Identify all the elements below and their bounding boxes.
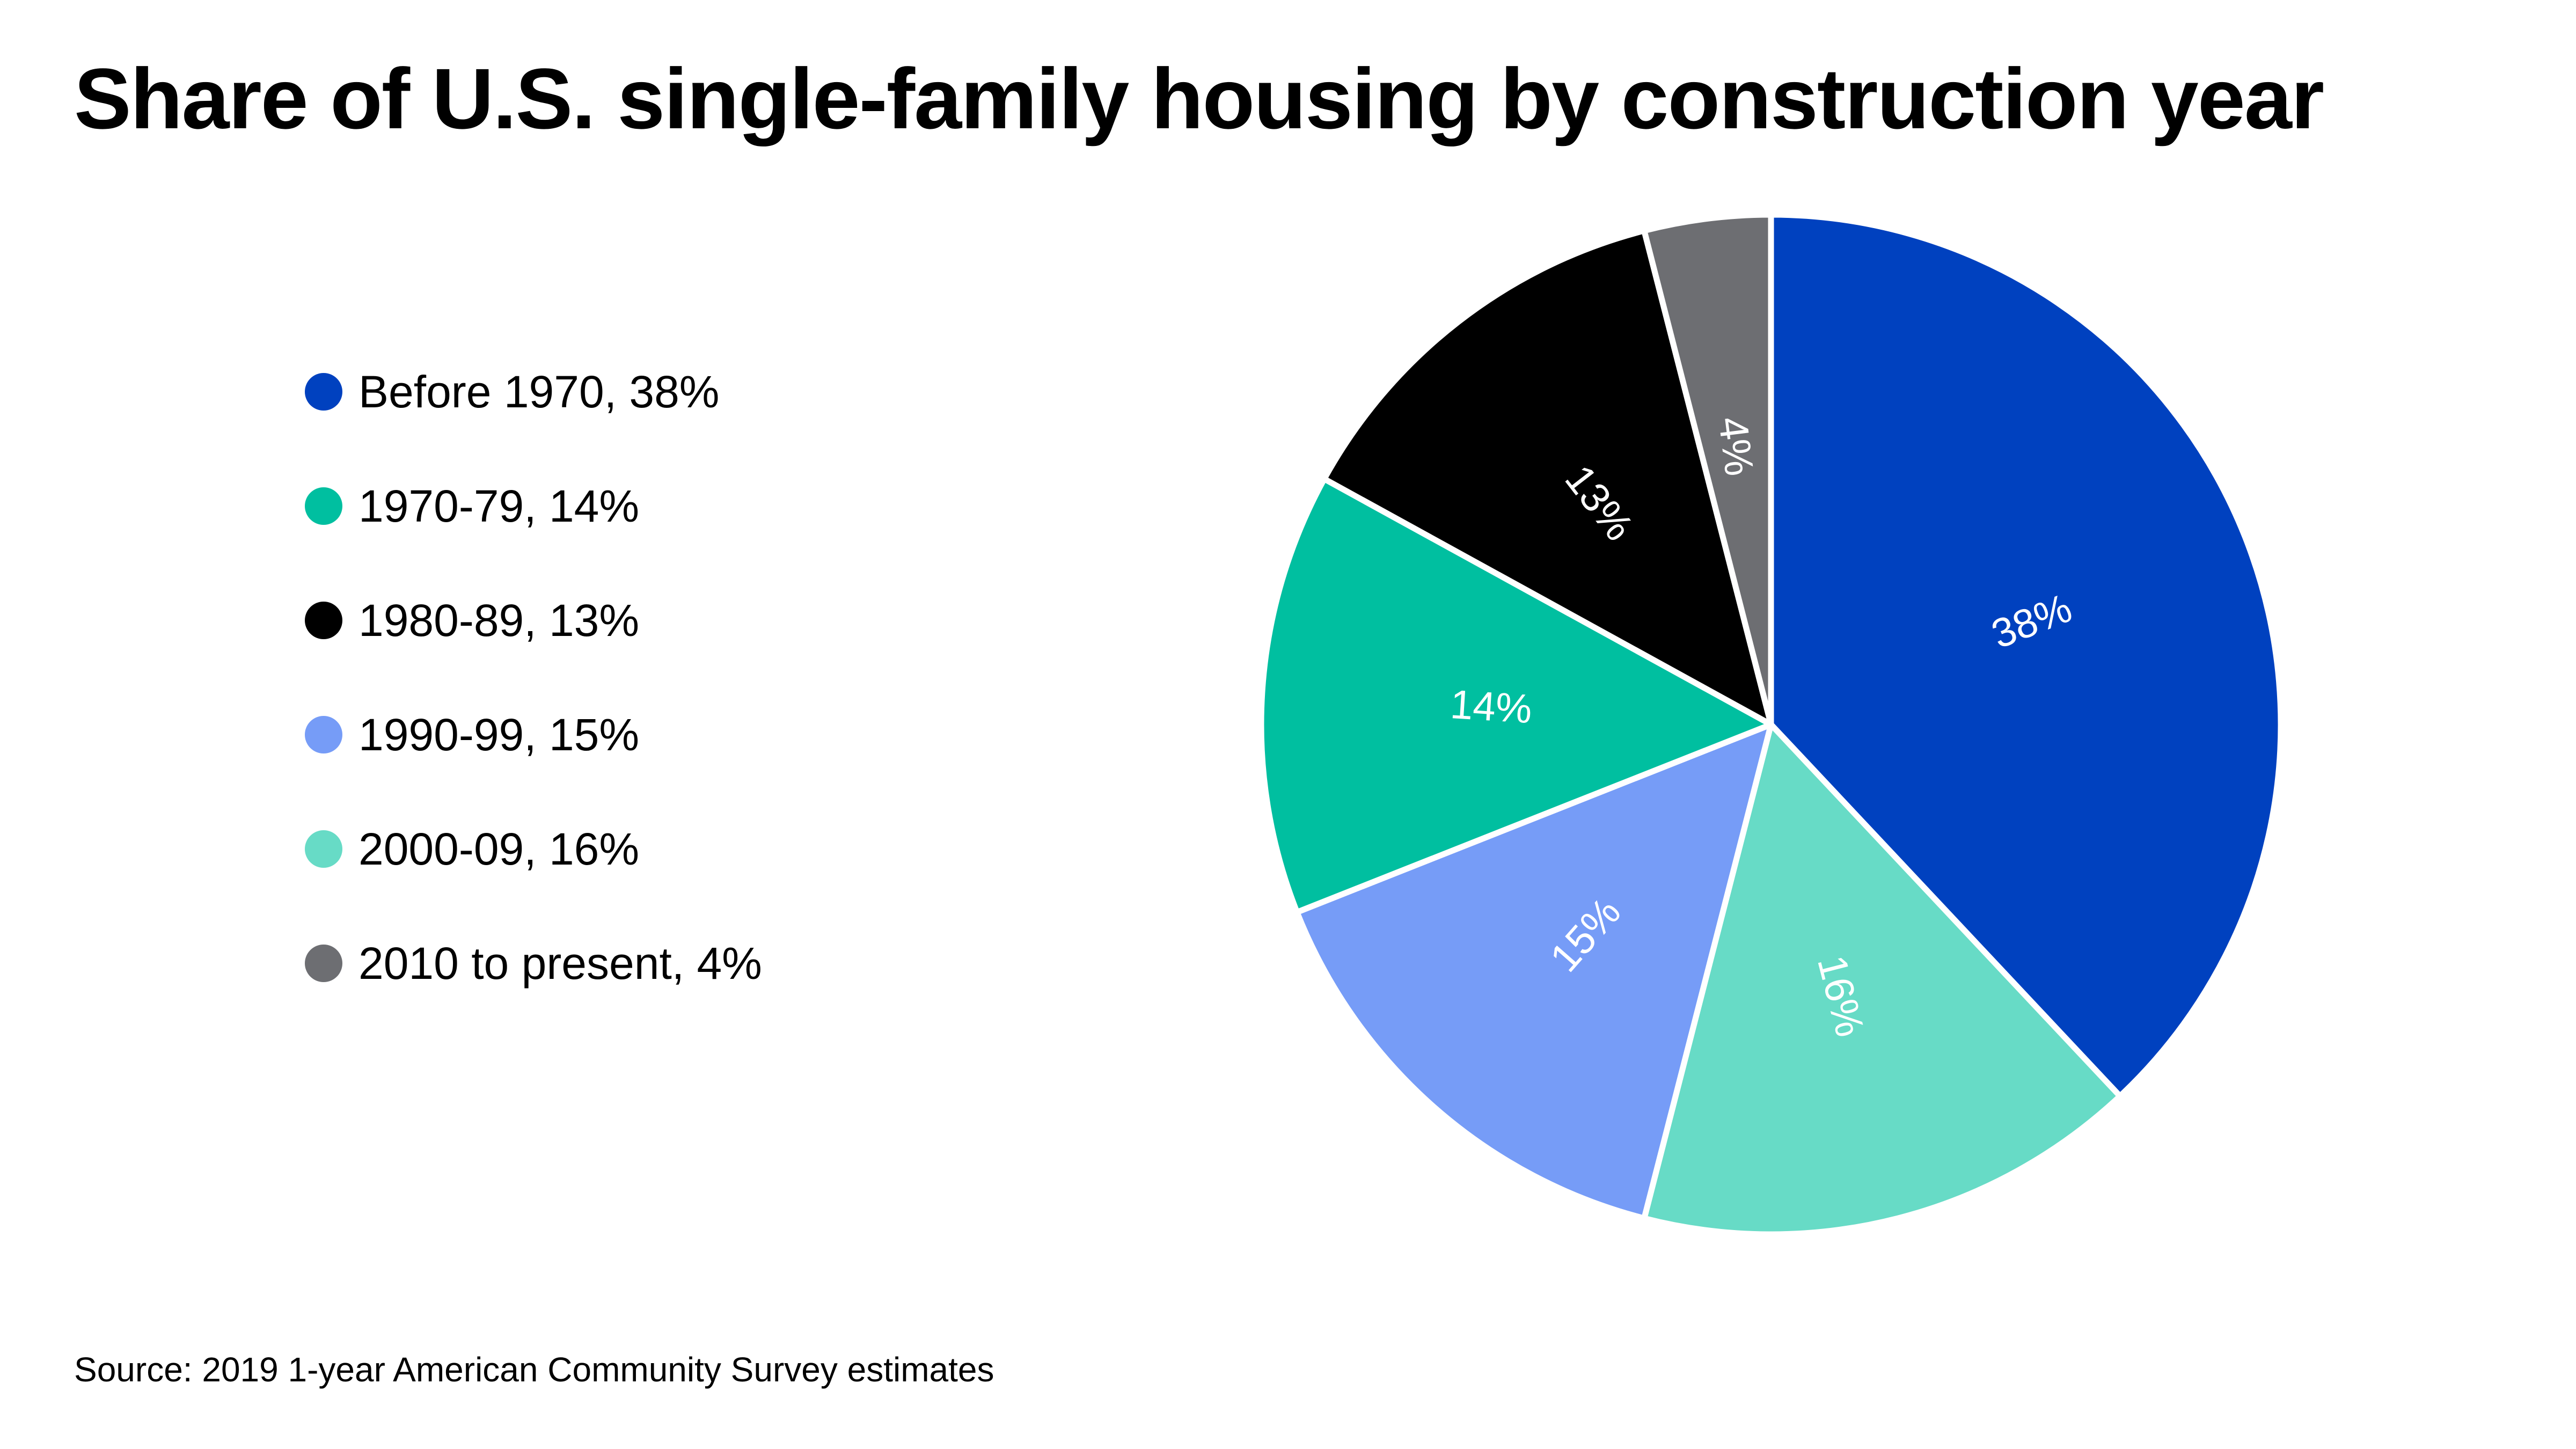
pie-slice-1990-99: [1294, 721, 1774, 1221]
legend-label: 2010 to present, 4%: [358, 938, 762, 989]
pie-slice-before-1970: [1768, 211, 2284, 1100]
source-note: Source: 2019 1-year American Community S…: [74, 1350, 994, 1389]
legend-label: 2000-09, 16%: [358, 824, 640, 874]
legend-swatch-icon: [305, 373, 342, 411]
legend-label: 1980-89, 13%: [358, 595, 640, 646]
legend: Before 1970, 38% 1970-79, 14% 1980-89, 13%…: [305, 349, 1110, 1035]
pie-slice-1980-89: [1321, 228, 1774, 728]
legend-item-1990-99: 1990-99, 15%: [305, 692, 1110, 778]
pie-chart: 38%16%15%14%13%4%: [1258, 211, 2284, 1238]
pie-slice-1970-79: [1258, 475, 1774, 916]
legend-swatch-icon: [305, 602, 342, 639]
legend-label: Before 1970, 38%: [358, 367, 720, 417]
legend-label: 1970-79, 14%: [358, 481, 640, 531]
legend-item-before-1970: Before 1970, 38%: [305, 349, 1110, 435]
legend-swatch-icon: [305, 487, 342, 525]
legend-item-1980-89: 1980-89, 13%: [305, 577, 1110, 663]
pie-slices: [1258, 211, 2284, 1238]
legend-swatch-icon: [305, 945, 342, 982]
pie-slice-label-2010-to-present: 4%: [1709, 414, 1762, 479]
pie-slice-2010-to-present: [1641, 211, 1774, 728]
legend-swatch-icon: [305, 830, 342, 868]
legend-label: 1990-99, 15%: [358, 709, 640, 760]
legend-item-2010-to-present: 2010 to present, 4%: [305, 920, 1110, 1006]
pie-slice-2000-09: [1641, 721, 2123, 1238]
legend-item-1970-79: 1970-79, 14%: [305, 463, 1110, 549]
legend-swatch-icon: [305, 716, 342, 753]
chart-title: Share of U.S. single-family housing by c…: [74, 50, 2324, 147]
legend-item-2000-09: 2000-09, 16%: [305, 806, 1110, 892]
pie-slice-label-1970-79: 14%: [1449, 682, 1533, 732]
